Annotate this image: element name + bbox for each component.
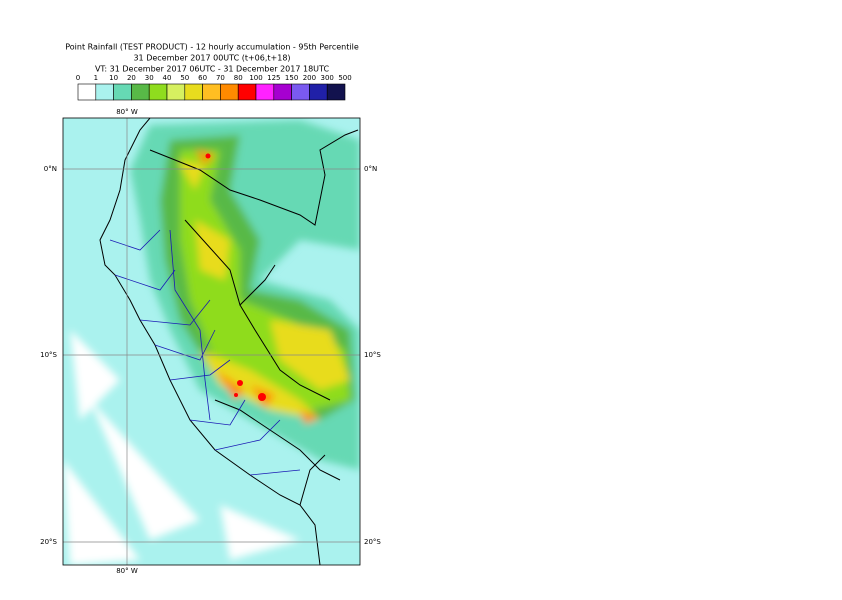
lat-label: 20°S (40, 538, 57, 546)
colorbar-label: 80 (234, 74, 243, 82)
colorbar-box (184, 83, 203, 101)
colorbar-label: 0 (76, 74, 80, 82)
colorbar-label: 40 (163, 74, 172, 82)
colorbar-box (166, 83, 186, 101)
colorbar-label: 300 (321, 74, 334, 82)
colorbar-label: 60 (198, 74, 207, 82)
colorbar-label: 1 (94, 74, 98, 82)
colorbar-label: 10 (109, 74, 118, 82)
colorbar-box (220, 83, 239, 101)
title: Point Rainfall (TEST PRODUCT) - 12 hourl… (65, 43, 359, 52)
colorbar-label: 150 (285, 74, 298, 82)
colorbar-label: 125 (267, 74, 280, 82)
colorbar-box (131, 83, 150, 101)
lat-label: 10°S (364, 351, 381, 359)
lat-label: 20°S (364, 538, 381, 546)
colorbar-box (273, 83, 292, 101)
colorbar-box (291, 83, 310, 101)
colorbar-box (77, 83, 97, 101)
lat-label: 0°N (364, 165, 377, 173)
colorbar-box (113, 83, 132, 101)
regional-borders (109, 229, 301, 476)
colorbar-box (95, 83, 114, 101)
colorbar-box (148, 83, 168, 101)
colorbar-box (202, 83, 221, 101)
colorbar-box (309, 83, 328, 101)
lon-label: 80° W (116, 108, 138, 116)
colorbar-label: 30 (145, 74, 154, 82)
colorbar-box (255, 83, 275, 101)
base-time: 31 December 2017 00UTC (t+06,t+18) (133, 54, 290, 63)
colorbar-label: 50 (180, 74, 189, 82)
colorbar-label: 70 (216, 74, 225, 82)
colorbar-box (326, 83, 346, 101)
colorbar-label: 20 (127, 74, 136, 82)
colorbar-label: 100 (249, 74, 262, 82)
borders (149, 129, 359, 506)
rainfall-map (63, 118, 360, 565)
colorbar-label: 500 (338, 74, 351, 82)
lon-label: 80° W (116, 567, 138, 575)
colorbar-box (237, 83, 257, 101)
valid-time: VT: 31 December 2017 06UTC - 31 December… (95, 65, 329, 74)
map-frame (62, 117, 361, 566)
colorbar-label: 200 (303, 74, 316, 82)
colorbar: 0 1 10 20 30 40 50 60 70 80 100 125 150 200 300 500 (76, 74, 352, 101)
lat-label: 10°S (40, 351, 57, 359)
lat-label: 0°N (44, 165, 57, 173)
